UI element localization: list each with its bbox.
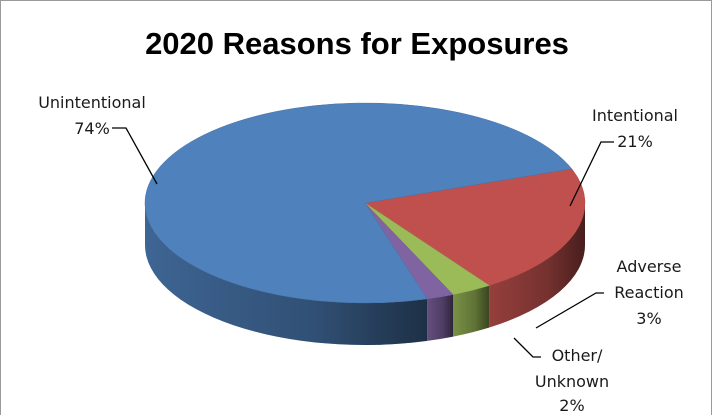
label-unintentional: Unintentional 74% [38, 93, 158, 185]
label-intentional-pct: 21% [617, 132, 653, 151]
label-other-unknown: Other/ Unknown 2% [513, 337, 609, 415]
pie-side-shade-other-unknown [427, 294, 454, 341]
pie-side-shade-adverse-reaction [453, 285, 490, 337]
label-adverse-reaction: Adverse Reaction 3% [535, 257, 684, 329]
label-other-pct: 2% [559, 396, 584, 415]
leader-intentional [569, 141, 614, 207]
label-adverse-line1: Adverse [617, 257, 682, 276]
leader-unintentional [112, 127, 158, 185]
leader-adverse [535, 292, 604, 329]
label-intentional-name: Intentional [592, 106, 678, 125]
label-other-line2: Unknown [535, 372, 609, 391]
chart-title: 2020 Reasons for Exposures [145, 26, 569, 61]
label-adverse-line2: Reaction [614, 283, 684, 302]
label-unintentional-pct: 74% [74, 119, 110, 138]
pie-sides [144, 203, 585, 346]
label-intentional: Intentional 21% [569, 106, 678, 207]
label-adverse-pct: 3% [636, 309, 661, 328]
pie-tops [144, 102, 586, 304]
label-other-line1: Other/ [552, 346, 603, 365]
pie-slice-unintentional [144, 102, 573, 304]
pie-side-shade-intentional [489, 203, 585, 328]
pie-slice-intentional [364, 168, 586, 286]
label-unintentional-name: Unintentional [38, 93, 146, 112]
leader-other [513, 337, 541, 358]
pie-side-shade-unintentional [144, 203, 428, 346]
